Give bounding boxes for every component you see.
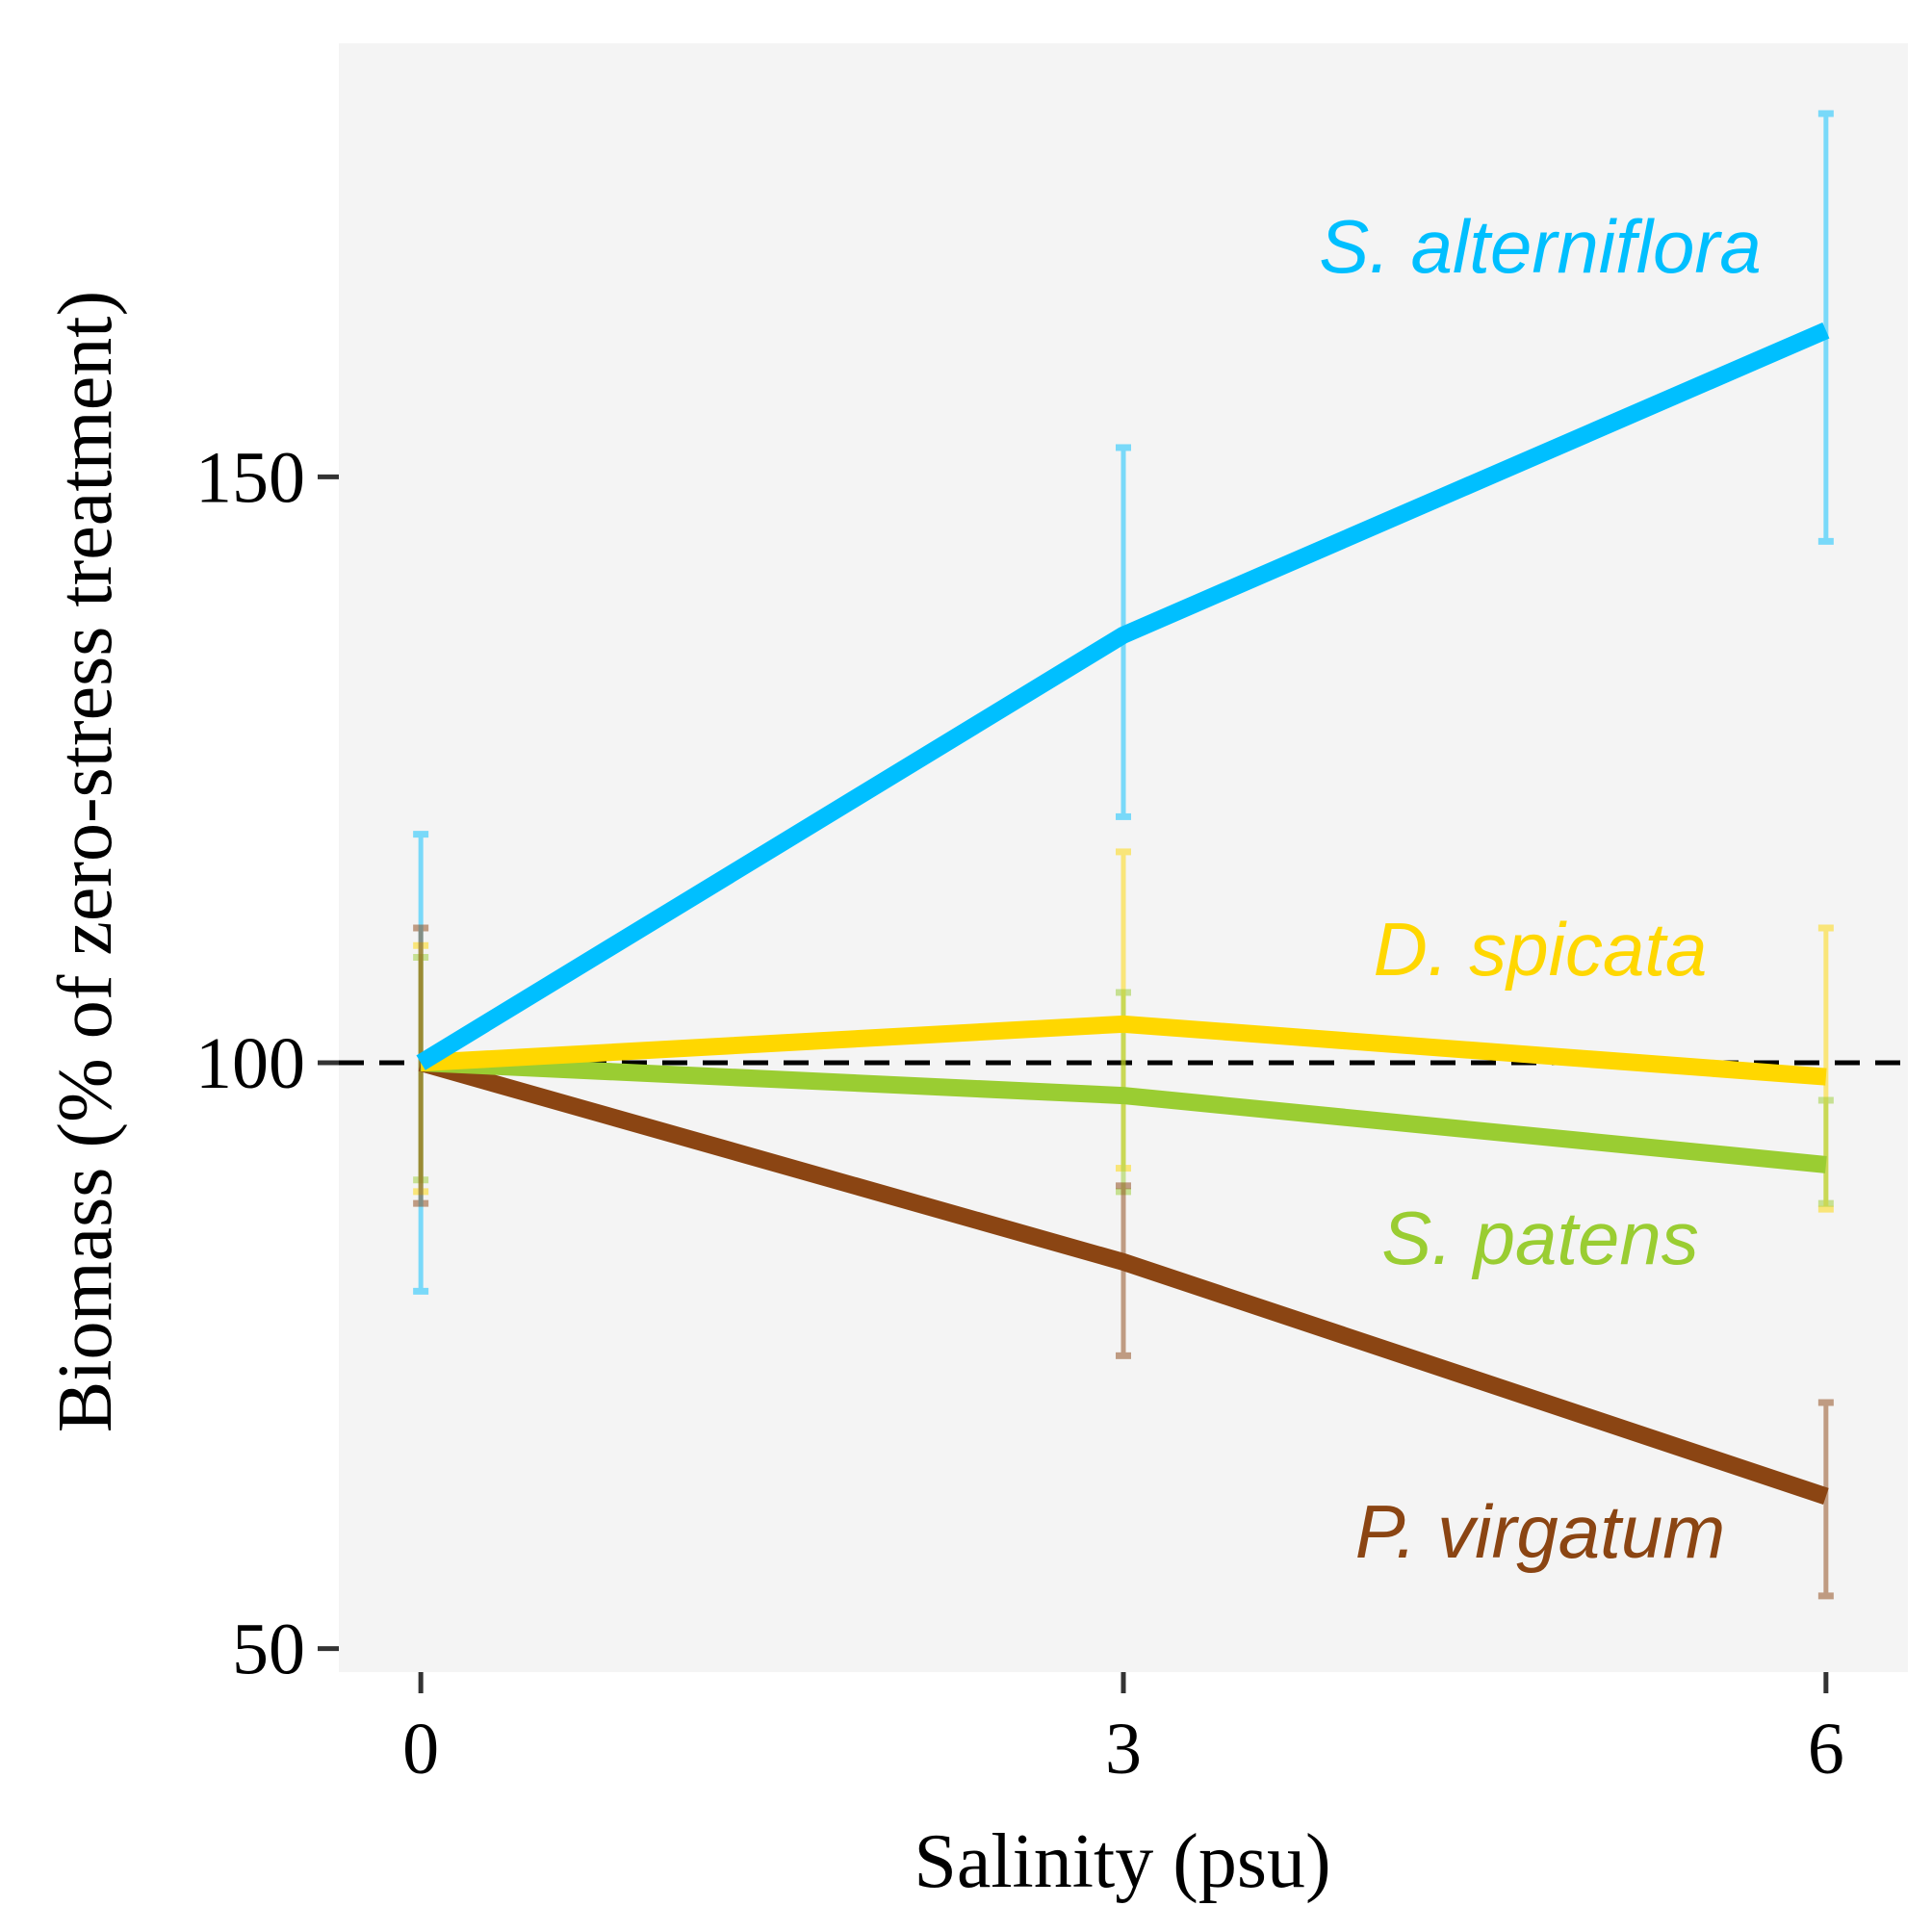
error-bar-p-virgatum bbox=[1817, 1399, 1834, 1600]
x-axis-title: Salinity (psu) bbox=[914, 1819, 1330, 1904]
y-axis-title: Biomass (% of zero-stress treatment) bbox=[43, 291, 128, 1432]
series-line-s-alterniflora bbox=[416, 322, 1830, 1070]
y-tick-label: 150 bbox=[195, 437, 305, 518]
error-bar-s-patens bbox=[1817, 1096, 1834, 1207]
series-label-s-patens: S. patens bbox=[1381, 1196, 1699, 1280]
x-tick-label: 3 bbox=[1105, 1709, 1142, 1790]
series-line-p-virgatum bbox=[418, 1054, 1829, 1505]
series-line-d-spicata bbox=[420, 1015, 1827, 1086]
y-tick-label: 100 bbox=[195, 1023, 305, 1104]
y-tick-label: 50 bbox=[232, 1610, 305, 1690]
series-label-s-alterniflora: S. alterniflora bbox=[1319, 204, 1762, 289]
series-label-d-spicata: D. spicata bbox=[1374, 907, 1708, 992]
error-bar-s-alterniflora bbox=[1817, 110, 1834, 545]
x-tick-label: 6 bbox=[1808, 1709, 1844, 1790]
series-label-p-virgatum: P. virgatum bbox=[1355, 1489, 1725, 1574]
series-line-s-patens bbox=[420, 1054, 1827, 1173]
x-tick-label: 0 bbox=[402, 1709, 439, 1790]
